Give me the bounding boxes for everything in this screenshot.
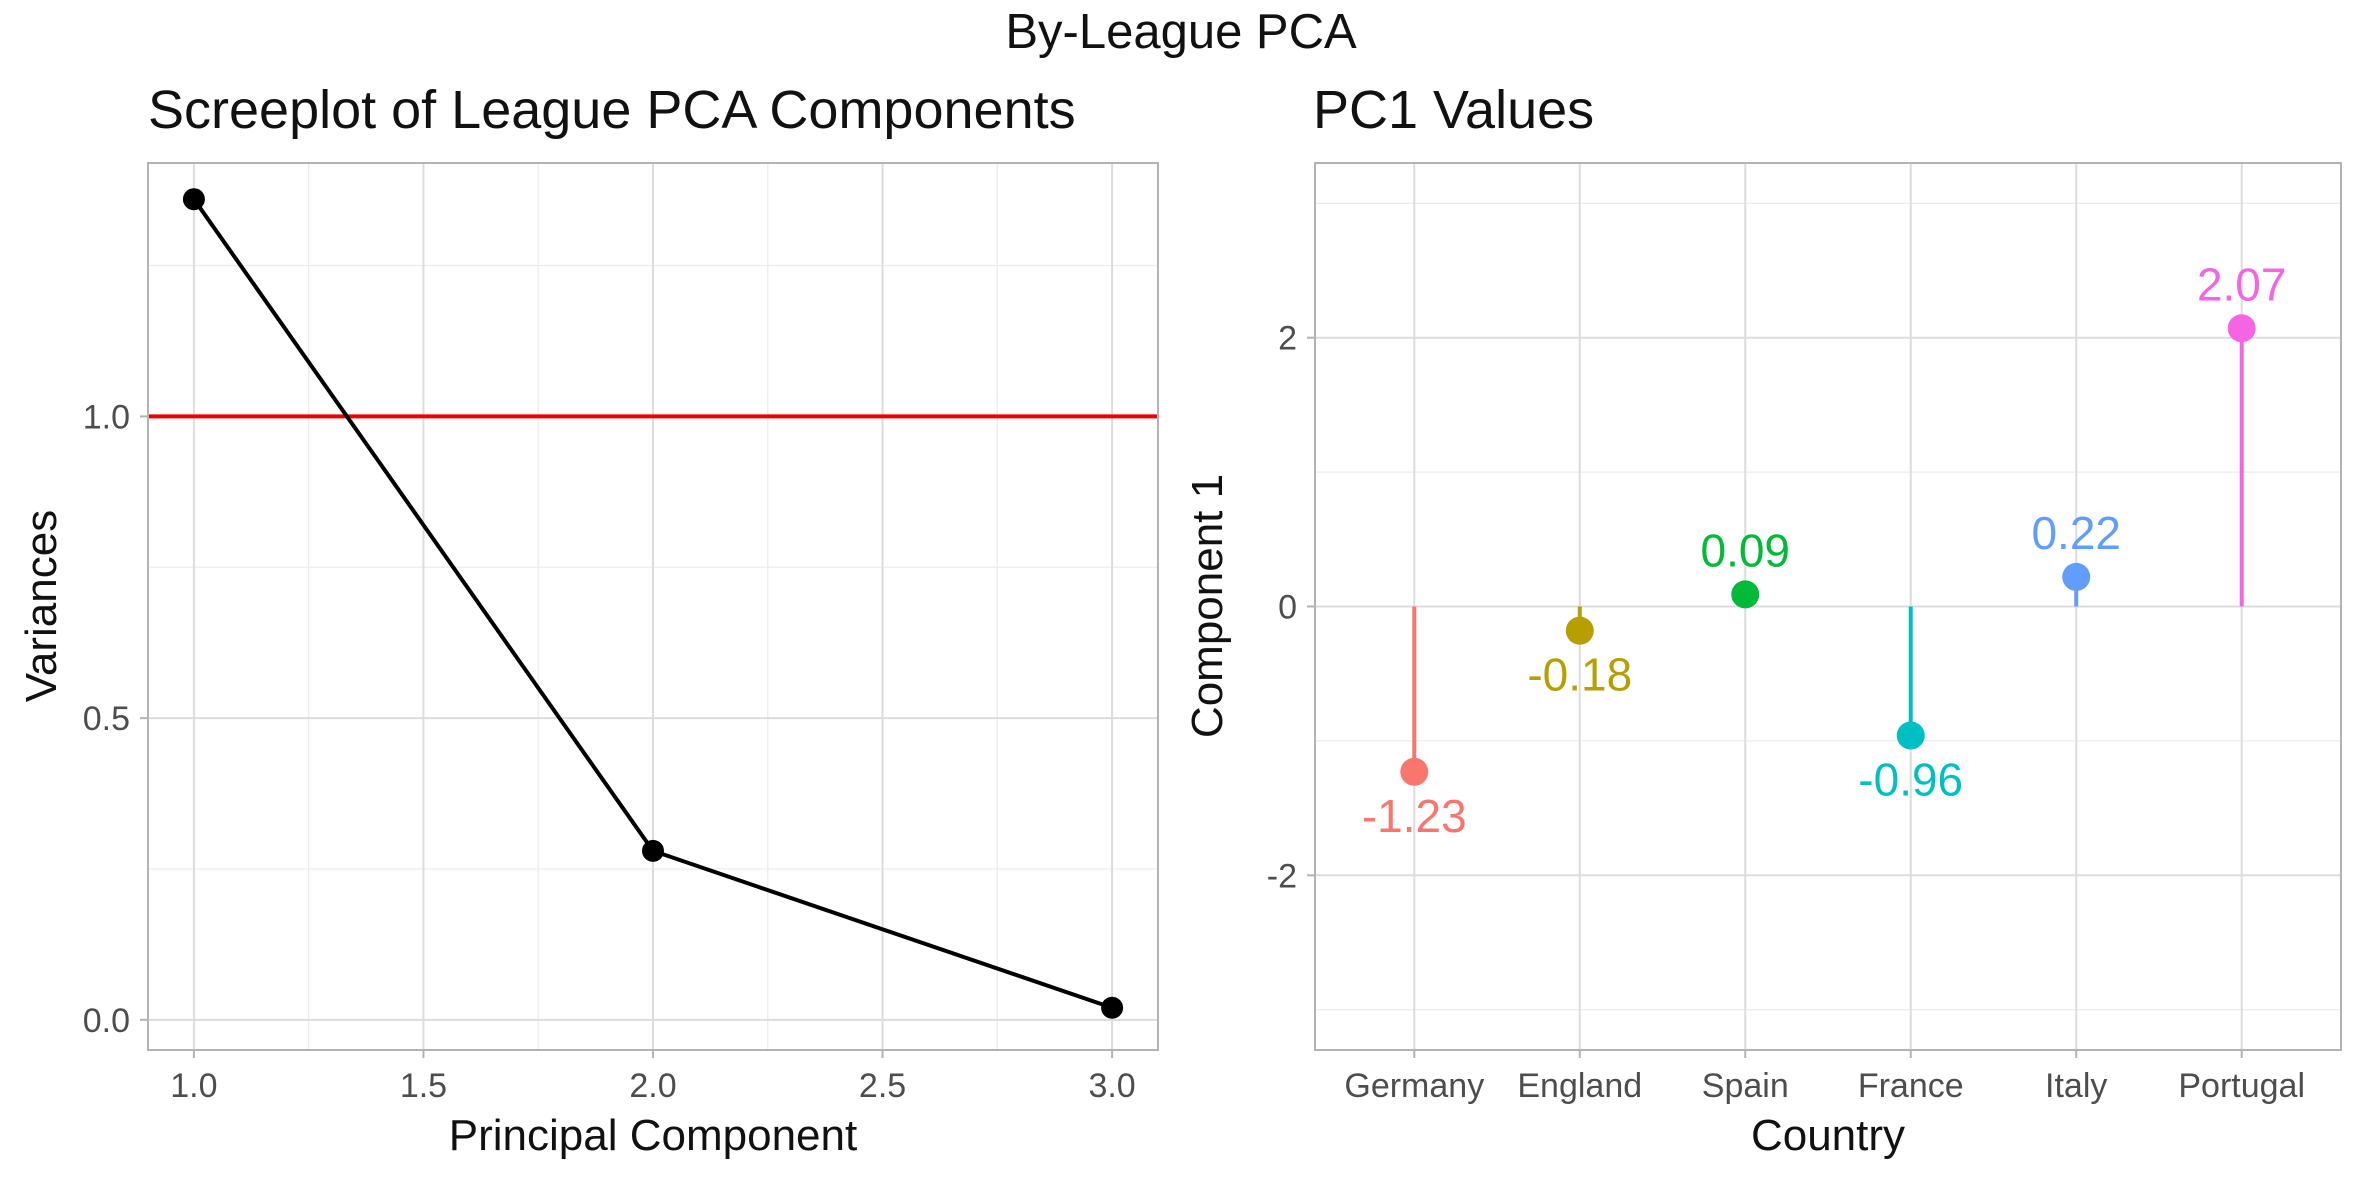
pc1-point xyxy=(1400,757,1429,786)
screeplot-x-tick-label: 1.0 xyxy=(170,1067,217,1105)
pc1-point xyxy=(1896,721,1925,750)
pc1-y-tick-label: 0 xyxy=(1278,589,1297,627)
pc1-y-tick-label: 2 xyxy=(1278,320,1297,358)
pc1-data-label: 0.09 xyxy=(1700,524,1790,576)
screeplot-y-axis-label: Variances xyxy=(17,510,66,702)
pc1-ticks: -2 0 2 Germany England Spain France Italy Portug… xyxy=(1267,320,2305,1105)
screeplot-x-tick-label: 3.0 xyxy=(1088,1067,1135,1105)
screeplot-title: Screeplot of League PCA Components xyxy=(148,80,1076,140)
pc1-data-label: 2.07 xyxy=(2197,258,2287,310)
pc1-x-axis-label: Country xyxy=(1751,1111,1905,1160)
pc1-x-tick-label: Portugal xyxy=(2178,1067,2305,1105)
pc1-y-tick-label: -2 xyxy=(1267,857,1297,895)
pc1-data-label: -1.23 xyxy=(1362,790,1467,842)
pc1-data-label: -0.96 xyxy=(1858,754,1963,806)
pc1-grid xyxy=(1315,163,2341,1050)
pc1-x-tick-label: Germany xyxy=(1344,1067,1484,1105)
screeplot-y-tick-label: 0.0 xyxy=(83,1002,130,1040)
pc1-point xyxy=(1565,616,1594,645)
screeplot-point xyxy=(1101,996,1124,1019)
pc1-x-tick-label: England xyxy=(1517,1067,1642,1105)
screeplot-marks xyxy=(148,188,1158,1019)
pc1-point xyxy=(2062,562,2091,591)
pc1-x-tick-label: Italy xyxy=(2045,1067,2107,1105)
screeplot-point xyxy=(642,839,664,862)
pc1-data-label: 0.22 xyxy=(2031,507,2121,559)
pc1-title: PC1 Values xyxy=(1313,80,1594,140)
screeplot-x-tick-label: 2.0 xyxy=(629,1067,676,1105)
screeplot-grid xyxy=(148,163,1158,1050)
screeplot-x-tick-label: 2.5 xyxy=(859,1067,906,1105)
screeplot-x-axis-label: Principal Component xyxy=(449,1111,857,1160)
screeplot-y-tick-label: 0.5 xyxy=(83,700,130,738)
pc1-panel: PC1 Values -1.23 -0.18 0.09 -0.96 0.22 2.07 -… xyxy=(1183,80,2342,1160)
pc1-y-axis-label: Component 1 xyxy=(1183,474,1232,738)
figure-title: By-League PCA xyxy=(1005,5,1357,59)
screeplot-panel: Screeplot of League PCA Components 1.0 1.… xyxy=(17,80,1159,1160)
pc1-x-tick-label: France xyxy=(1858,1067,1964,1105)
screeplot-ticks: 1.0 1.5 2.0 2.5 3.0 0.0 0.5 1.0 xyxy=(83,398,1136,1105)
pc1-data-label: -0.18 xyxy=(1527,649,1632,701)
pc1-point xyxy=(2227,314,2256,343)
screeplot-point xyxy=(182,188,205,211)
screeplot-y-tick-label: 1.0 xyxy=(83,398,130,436)
pc1-x-tick-label: Spain xyxy=(1702,1067,1789,1105)
pc1-point xyxy=(1731,580,1760,609)
screeplot-x-tick-label: 1.5 xyxy=(400,1067,447,1105)
pc1-marks: -1.23 -0.18 0.09 -0.96 0.22 2.07 xyxy=(1362,258,2287,842)
